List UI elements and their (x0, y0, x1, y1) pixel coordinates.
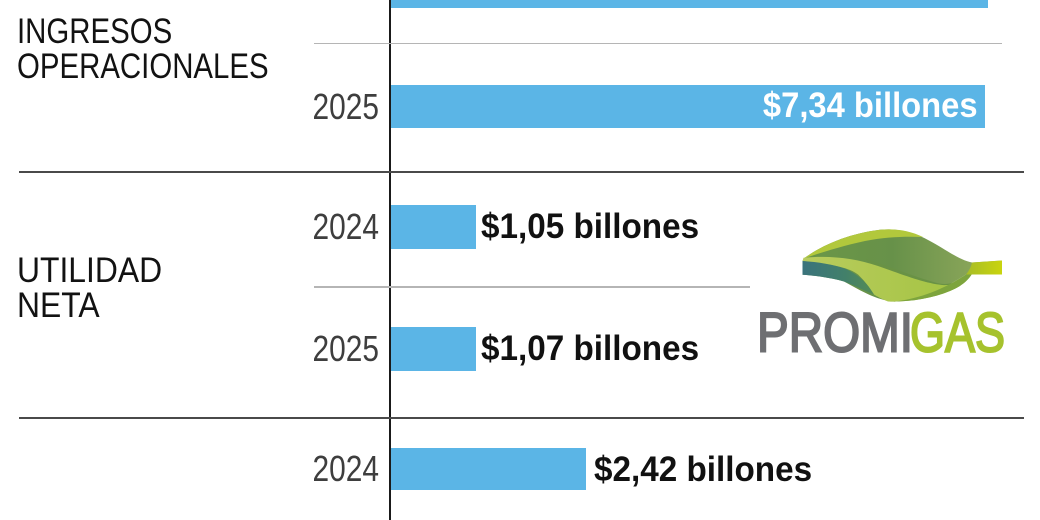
svg-text:PROMI: PROMI (757, 302, 913, 364)
svg-text:GAS: GAS (910, 302, 1005, 364)
